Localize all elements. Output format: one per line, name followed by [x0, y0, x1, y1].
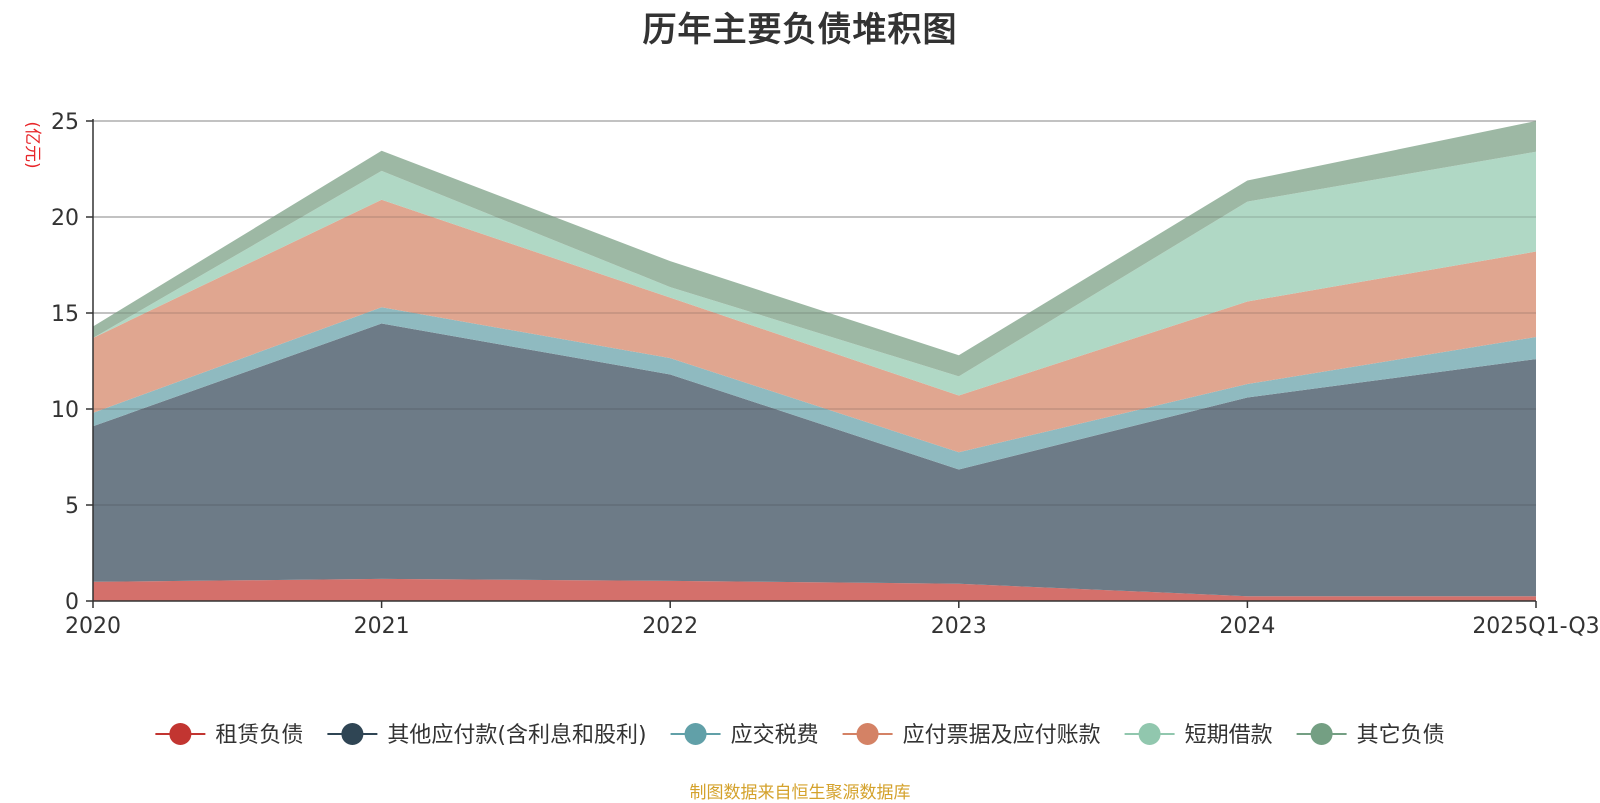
legend-item-5[interactable]: 短期借款 [1124, 723, 1273, 748]
legend-item-4[interactable]: 应付票据及应付账款 [842, 723, 1101, 748]
area-series-6 [93, 121, 1536, 377]
legend-marker [684, 723, 707, 745]
legend-label: 其它负债 [1357, 723, 1445, 748]
legend-label: 应付票据及应付账款 [903, 723, 1101, 748]
axis-layer: 0 5 10 15 20 25 2020 2021 2022 2023 2024 2025Q1-Q3 [51, 110, 1600, 639]
y-tick-label: 10 [51, 398, 79, 423]
chart-title: 历年主要负债堆积图 [642, 10, 958, 50]
area-series-1 [93, 578, 1536, 601]
area-series-3 [93, 307, 1536, 470]
legend-item-3[interactable]: 应交税费 [670, 723, 819, 748]
area-series-4 [93, 199, 1536, 453]
area-series-5 [93, 151, 1536, 396]
legend-label: 租赁负债 [215, 723, 303, 748]
x-tick-label: 2025Q1-Q3 [1472, 614, 1599, 639]
y-tick-label: 15 [51, 302, 79, 327]
x-tick-label: 2023 [931, 614, 987, 639]
legend-marker [856, 723, 879, 745]
legend-label: 其他应付款(含利息和股利) [387, 723, 646, 748]
area-series-2 [93, 323, 1536, 597]
legend-item-6[interactable]: 其它负债 [1296, 723, 1445, 748]
y-axis-unit-label: (亿元) [22, 121, 42, 168]
area-layer [93, 120, 1536, 601]
y-tick-label: 20 [51, 206, 79, 231]
x-tick-label: 2024 [1219, 614, 1275, 639]
legend-marker [1310, 723, 1333, 745]
legend-marker [341, 723, 364, 745]
legend: 租赁负债 其他应付款(含利息和股利) 应交税费 应付票据及应付账款 短期借款 其它负债 [155, 723, 1445, 748]
legend-label: 应交税费 [731, 723, 819, 748]
legend-item-2[interactable]: 其他应付款(含利息和股利) [327, 723, 647, 748]
legend-marker [169, 723, 192, 745]
legend-label: 短期借款 [1185, 723, 1273, 748]
x-tick-label: 2021 [354, 614, 410, 639]
y-tick-label: 25 [51, 110, 79, 135]
legend-marker [1138, 723, 1161, 745]
y-tick-label: 0 [65, 590, 79, 615]
y-tick-label: 5 [65, 494, 79, 519]
data-source-note: 制图数据来自恒生聚源数据库 [689, 783, 911, 803]
x-tick-label: 2022 [642, 614, 698, 639]
x-tick-label: 2020 [65, 614, 121, 639]
legend-item-1[interactable]: 租赁负债 [155, 723, 303, 748]
